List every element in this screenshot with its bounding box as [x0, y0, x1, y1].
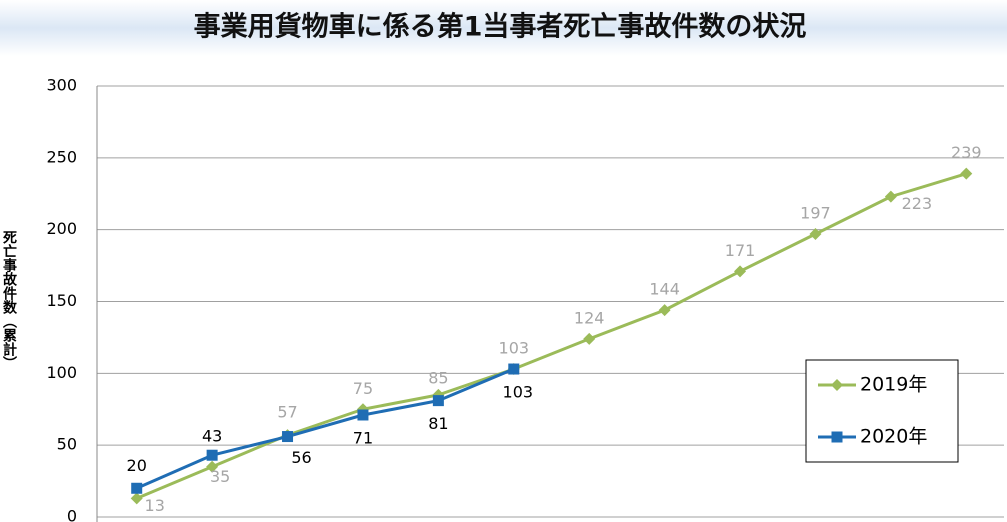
data-label: 197: [800, 203, 831, 222]
marker: [206, 460, 219, 473]
y-tick-label: 0: [67, 507, 77, 522]
marker: [884, 190, 897, 203]
marker: [734, 265, 747, 278]
title-band: [0, 0, 1007, 56]
data-label: 124: [574, 308, 605, 327]
chart-title: 事業用貨物車に係る第1当事者死亡事故件数の状況: [194, 11, 807, 43]
data-label: 171: [725, 241, 756, 260]
data-label: 57: [277, 403, 297, 422]
data-label: 103: [503, 383, 534, 402]
data-label: 56: [291, 448, 311, 467]
data-label: 13: [145, 496, 165, 515]
y-tick-label: 150: [46, 291, 77, 310]
marker: [130, 492, 143, 505]
marker: [831, 379, 843, 391]
y-tick-label: 300: [46, 76, 77, 95]
marker: [432, 395, 444, 407]
data-label: 71: [353, 428, 373, 447]
data-label: 35: [210, 467, 230, 486]
data-label: 144: [649, 280, 680, 299]
y-axis-label: 死亡事故件数（累計）: [1, 230, 18, 370]
y-tick-label: 250: [46, 147, 77, 166]
y-tick-label: 50: [57, 435, 77, 454]
y-tick-label: 200: [46, 219, 77, 238]
marker: [282, 431, 294, 443]
marker: [357, 409, 369, 421]
marker: [831, 431, 843, 443]
legend-label: 2019年: [860, 374, 927, 396]
data-label: 81: [428, 414, 448, 433]
marker: [131, 482, 143, 494]
data-label: 239: [951, 143, 982, 162]
series-line: [136, 367, 515, 490]
data-label: 85: [428, 368, 448, 387]
data-label: 20: [127, 456, 147, 475]
y-tick-label: 100: [46, 363, 77, 382]
data-label: 103: [499, 339, 530, 358]
marker: [206, 449, 218, 461]
marker: [960, 167, 973, 180]
data-label: 43: [202, 427, 222, 446]
marker: [658, 304, 671, 317]
data-label: 75: [353, 379, 373, 398]
legend-box: [805, 359, 959, 463]
legend-label: 2020年: [860, 426, 927, 448]
marker: [809, 227, 822, 240]
data-label: 223: [902, 194, 933, 213]
marker: [508, 363, 520, 375]
marker: [583, 332, 596, 345]
